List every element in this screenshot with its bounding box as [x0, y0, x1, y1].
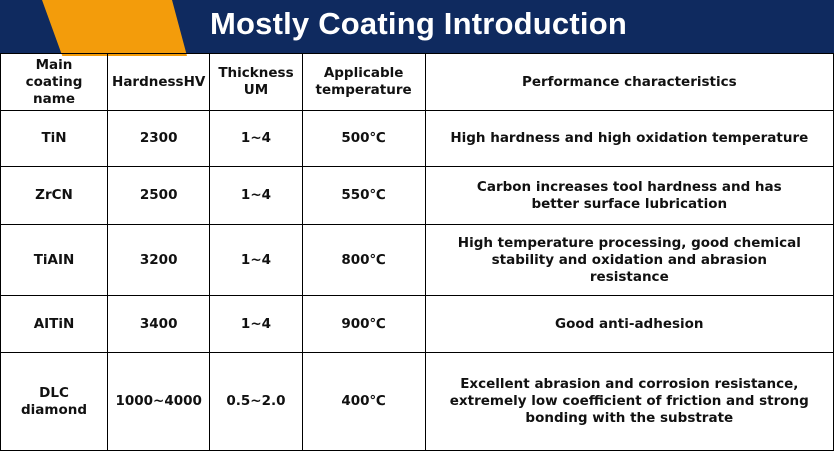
cell-performance: Good anti-adhesion — [424, 295, 834, 353]
page-title: Mostly Coating Introduction — [210, 6, 627, 41]
cell-hardness: 2300 — [107, 110, 211, 167]
cell-temperature: 400℃ — [301, 352, 426, 451]
cell-thickness: 1~4 — [209, 224, 303, 296]
cell-name: DLC diamond — [0, 352, 109, 451]
cell-performance: High hardness and high oxidation tempera… — [424, 110, 834, 167]
table-row: TiN 2300 1~4 500℃ High hardness and high… — [0, 110, 834, 167]
orange-accent-shape — [42, 0, 187, 56]
header-hardness: HardnessHV — [107, 53, 211, 111]
cell-hardness: 1000~4000 — [107, 352, 211, 451]
cell-thickness: 1~4 — [209, 166, 303, 225]
cell-hardness: 3200 — [107, 224, 211, 296]
cell-name: ZrCN — [0, 166, 109, 225]
table-row: ZrCN 2500 1~4 550℃ Carbon increases tool… — [0, 166, 834, 225]
coating-table: Main coating name HardnessHV Thickness U… — [0, 53, 834, 451]
cell-name: AITiN — [0, 295, 109, 353]
cell-thickness: 1~4 — [209, 110, 303, 167]
header-performance: Performance characteristics — [424, 53, 834, 111]
cell-name: TiN — [0, 110, 109, 167]
cell-name: TiAIN — [0, 224, 109, 296]
table-row: DLC diamond 1000~4000 0.5~2.0 400℃ Excel… — [0, 352, 834, 451]
table-row: AITiN 3400 1~4 900℃ Good anti-adhesion — [0, 295, 834, 353]
cell-thickness: 1~4 — [209, 295, 303, 353]
cell-performance: High temperature processing, good chemic… — [424, 224, 834, 296]
table-header-row: Main coating name HardnessHV Thickness U… — [0, 53, 834, 111]
header-name: Main coating name — [0, 53, 109, 111]
cell-performance: Excellent abrasion and corrosion resista… — [424, 352, 834, 451]
cell-temperature: 900℃ — [301, 295, 426, 353]
cell-hardness: 2500 — [107, 166, 211, 225]
cell-thickness: 0.5~2.0 — [209, 352, 303, 451]
table-row: TiAIN 3200 1~4 800℃ High temperature pro… — [0, 224, 834, 296]
header-thickness: Thickness UM — [209, 53, 303, 111]
header-temperature: Applicable temperature — [301, 53, 426, 111]
cell-temperature: 550℃ — [301, 166, 426, 225]
cell-performance: Carbon increases tool hardness and has b… — [424, 166, 834, 225]
cell-temperature: 500℃ — [301, 110, 426, 167]
cell-hardness: 3400 — [107, 295, 211, 353]
cell-temperature: 800℃ — [301, 224, 426, 296]
